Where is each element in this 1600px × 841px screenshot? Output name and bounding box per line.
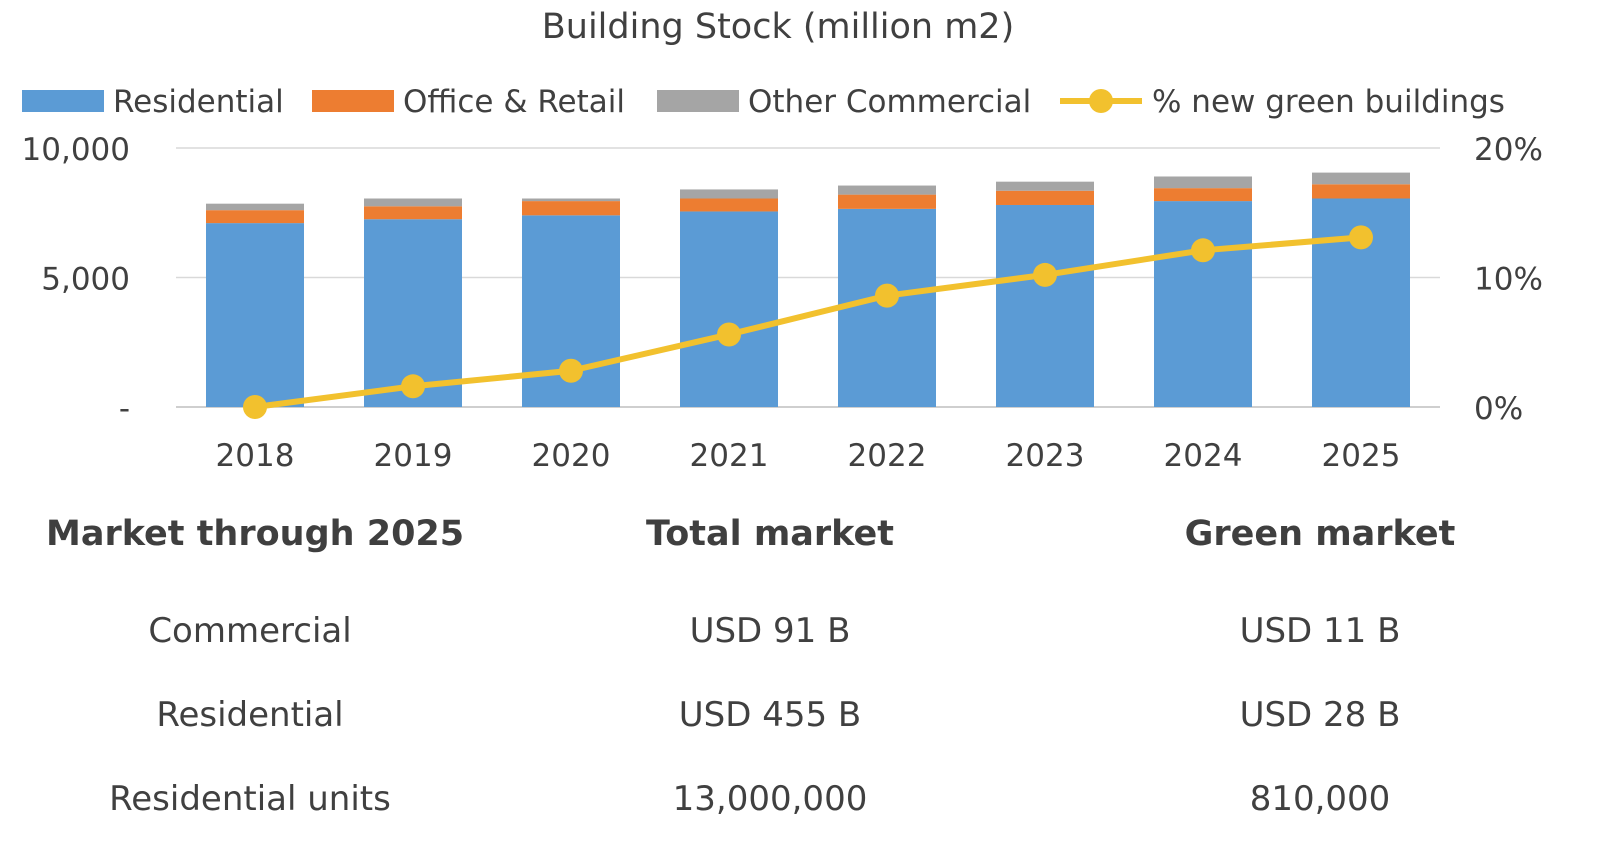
y2-tick-label: 0% bbox=[1474, 391, 1523, 427]
legend-swatch bbox=[657, 90, 739, 112]
table-header: Green market bbox=[1184, 514, 1456, 554]
x-tick-label: 2020 bbox=[532, 438, 611, 474]
bar-segment bbox=[996, 190, 1094, 205]
line-point bbox=[559, 358, 583, 383]
chart-bars bbox=[206, 172, 1410, 407]
y-tick-label: - bbox=[119, 391, 130, 427]
table-cell: Residential units bbox=[109, 779, 391, 819]
line-point bbox=[717, 322, 741, 347]
line-point bbox=[875, 283, 899, 308]
market-table: Market through 2025 Total market Green m… bbox=[0, 505, 1600, 841]
chart-title: Building Stock (million m2) bbox=[542, 7, 1014, 47]
x-tick-label: 2024 bbox=[1164, 438, 1243, 474]
x-tick-label: 2022 bbox=[848, 438, 927, 474]
line-path bbox=[254, 234, 1362, 410]
bar-segment bbox=[206, 210, 304, 224]
y2-tick-label: 10% bbox=[1474, 262, 1543, 298]
legend-label: % new green buildings bbox=[1152, 84, 1505, 120]
bar-segment bbox=[522, 198, 620, 202]
table-cell: USD 91 B bbox=[689, 611, 851, 651]
legend-swatch bbox=[22, 90, 104, 112]
table-row: Residential units 13,000,000 810,000 bbox=[0, 757, 1600, 841]
building-stock-chart: Building Stock (million m2) Residential O… bbox=[22, 7, 1543, 474]
line-point bbox=[1033, 262, 1057, 287]
chart-axes: - 0% 5,000 10% 10,000 20% 2018 2019 2020 2021 2022… bbox=[22, 132, 1543, 474]
bar-segment bbox=[996, 204, 1094, 407]
y-tick-label: 10,000 bbox=[22, 132, 130, 168]
line-point bbox=[243, 395, 267, 419]
table-cell: USD 455 B bbox=[678, 695, 862, 735]
bar-segment bbox=[1312, 172, 1410, 185]
table-cell: 13,000,000 bbox=[672, 779, 868, 819]
bar-segment bbox=[680, 198, 778, 212]
table-header: Market through 2025 bbox=[46, 514, 465, 554]
table-header-row: Market through 2025 Total market Green m… bbox=[0, 505, 1600, 563]
green-buildings-line bbox=[243, 225, 1373, 419]
x-tick-label: 2021 bbox=[690, 438, 769, 474]
line-point bbox=[1349, 225, 1373, 250]
table-row: Residential USD 455 B USD 28 B bbox=[0, 673, 1600, 757]
bar-segment bbox=[364, 198, 462, 207]
legend-marker bbox=[1089, 89, 1113, 113]
bar-segment bbox=[680, 189, 778, 199]
bar-segment bbox=[1154, 188, 1252, 202]
legend-label: Residential bbox=[113, 84, 284, 120]
line-point bbox=[401, 374, 425, 399]
bar-segment bbox=[364, 206, 462, 220]
bar-segment bbox=[838, 185, 936, 195]
table-cell: USD 28 B bbox=[1239, 695, 1401, 735]
y-tick-label: 5,000 bbox=[41, 262, 130, 298]
line-point bbox=[1191, 238, 1215, 263]
table-row: Commercial USD 91 B USD 11 B bbox=[0, 563, 1600, 673]
y2-tick-label: 20% bbox=[1474, 132, 1543, 168]
bar-segment bbox=[1312, 184, 1410, 199]
bar-segment bbox=[1154, 201, 1252, 407]
legend-label: Other Commercial bbox=[748, 84, 1031, 120]
table-cell: 810,000 bbox=[1249, 779, 1391, 819]
chart-legend: Residential Office & Retail Other Commerci… bbox=[22, 84, 1505, 120]
bar-segment bbox=[838, 194, 936, 209]
table-cell: Residential bbox=[156, 695, 344, 735]
bar-segment bbox=[206, 223, 304, 407]
x-tick-label: 2018 bbox=[216, 438, 295, 474]
bar-segment bbox=[522, 201, 620, 216]
x-tick-label: 2025 bbox=[1322, 438, 1401, 474]
x-tick-label: 2023 bbox=[1006, 438, 1085, 474]
legend-label: Office & Retail bbox=[403, 84, 625, 120]
bar-segment bbox=[680, 211, 778, 407]
table-cell: USD 11 B bbox=[1239, 611, 1401, 651]
bar-segment bbox=[206, 203, 304, 211]
table-cell: Commercial bbox=[148, 611, 352, 651]
bar-segment bbox=[838, 208, 936, 407]
legend-swatch bbox=[312, 90, 394, 112]
table-header: Total market bbox=[646, 514, 894, 554]
bar-segment bbox=[1154, 176, 1252, 189]
bar-segment bbox=[996, 181, 1094, 191]
x-tick-label: 2019 bbox=[374, 438, 453, 474]
